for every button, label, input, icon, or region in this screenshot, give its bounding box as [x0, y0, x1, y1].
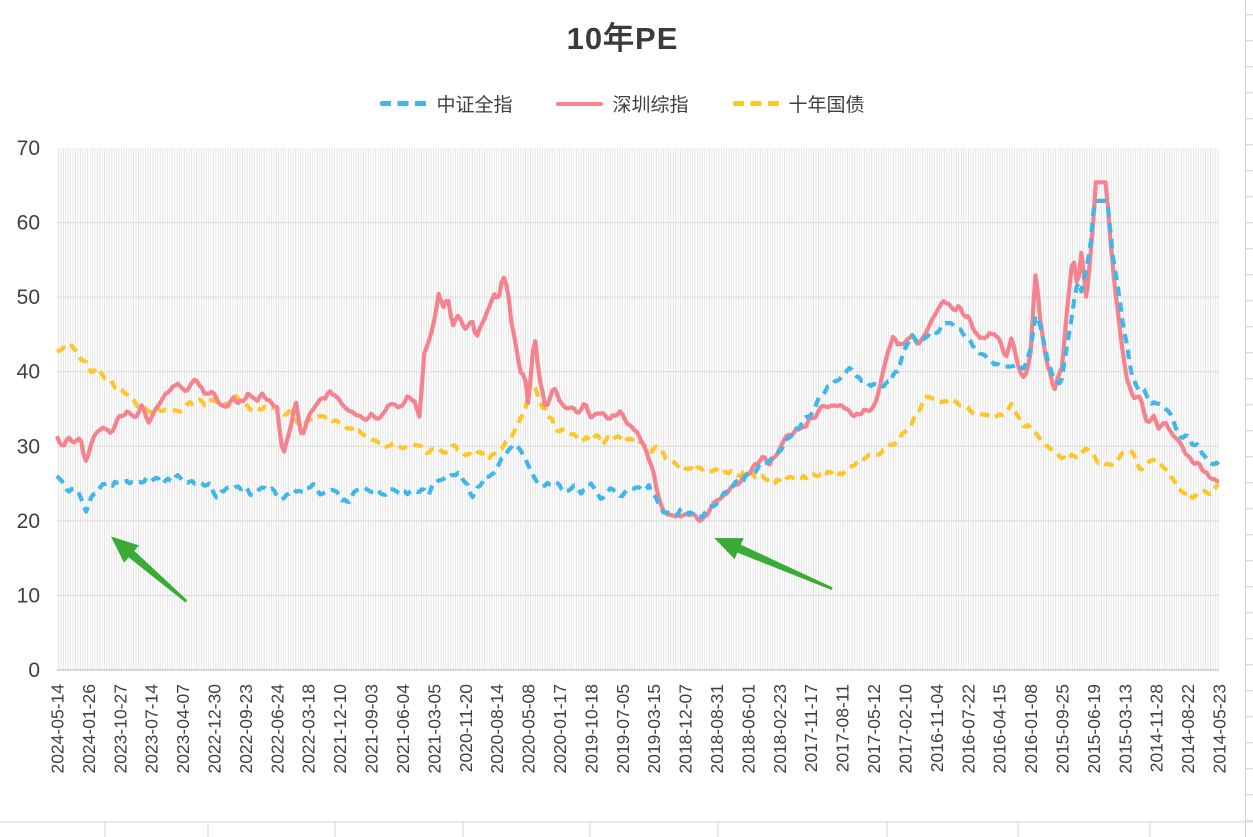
- svg-text:2017-05-12: 2017-05-12: [864, 684, 884, 774]
- svg-text:50: 50: [17, 286, 40, 309]
- svg-text:2019-07-05: 2019-07-05: [613, 684, 633, 774]
- svg-text:30: 30: [17, 435, 40, 458]
- svg-text:2018-02-23: 2018-02-23: [770, 684, 790, 774]
- plot-minor-gridlines: [57, 148, 1219, 670]
- svg-text:2021-06-04: 2021-06-04: [393, 684, 413, 774]
- chart-title: 10年PE: [566, 21, 679, 56]
- svg-text:10: 10: [17, 584, 40, 607]
- chart-legend: 中证全指 深圳综指 十年国债: [0, 90, 1245, 117]
- svg-text:70: 70: [17, 137, 40, 160]
- svg-text:2014-05-23: 2014-05-23: [1210, 684, 1230, 774]
- svg-text:2017-11-17: 2017-11-17: [801, 684, 821, 772]
- svg-text:2015-09-25: 2015-09-25: [1052, 684, 1072, 774]
- svg-text:2022-06-24: 2022-06-24: [267, 684, 287, 774]
- svg-text:2021-09-03: 2021-09-03: [362, 684, 382, 774]
- svg-text:2022-12-30: 2022-12-30: [205, 684, 225, 774]
- svg-text:2023-10-27: 2023-10-27: [110, 684, 130, 774]
- svg-text:2016-07-22: 2016-07-22: [958, 684, 978, 774]
- svg-text:40: 40: [17, 361, 40, 384]
- legend-line-sample-10y-treasury: [732, 101, 780, 106]
- svg-text:2024-05-14: 2024-05-14: [48, 684, 68, 774]
- svg-text:2014-08-22: 2014-08-22: [1178, 684, 1198, 774]
- svg-text:2018-12-07: 2018-12-07: [676, 684, 696, 774]
- svg-text:2015-03-13: 2015-03-13: [1115, 684, 1135, 774]
- legend-line-sample-csi-all: [380, 101, 428, 106]
- legend-label-10y-treasury: 十年国债: [788, 95, 865, 116]
- svg-text:2018-06-01: 2018-06-01: [738, 684, 758, 774]
- svg-text:2017-02-10: 2017-02-10: [895, 684, 915, 774]
- legend-label-csi-all: 中证全指: [436, 95, 513, 116]
- series-line-0: [55, 198, 1221, 520]
- legend-item-szse-composite: 深圳综指: [556, 90, 689, 117]
- legend-line-sample-szse-composite: [556, 101, 604, 106]
- legend-label-szse-composite: 深圳综指: [612, 95, 689, 116]
- svg-text:2019-10-18: 2019-10-18: [581, 684, 601, 774]
- svg-text:2021-03-05: 2021-03-05: [424, 684, 444, 774]
- x-axis-labels: 2024-05-14 2024-01-26 2023-10-27 2023-07-14…: [48, 684, 1230, 774]
- svg-text:2014-11-28: 2014-11-28: [1147, 684, 1167, 772]
- svg-text:2020-08-14: 2020-08-14: [487, 684, 507, 774]
- svg-text:2016-11-04: 2016-11-04: [927, 684, 947, 772]
- svg-text:2020-05-08: 2020-05-08: [519, 684, 539, 774]
- svg-text:2016-01-08: 2016-01-08: [1021, 684, 1041, 774]
- legend-item-10y-treasury: 十年国债: [732, 90, 865, 117]
- svg-text:2015-06-19: 2015-06-19: [1084, 684, 1104, 774]
- svg-text:2023-07-14: 2023-07-14: [142, 684, 162, 774]
- svg-text:2020-11-20: 2020-11-20: [456, 684, 476, 772]
- svg-text:2022-09-23: 2022-09-23: [236, 684, 256, 774]
- svg-text:2020-01-17: 2020-01-17: [550, 684, 570, 774]
- svg-text:2022-03-18: 2022-03-18: [299, 684, 319, 774]
- annotation-arrow-1: [111, 536, 188, 603]
- svg-text:0: 0: [28, 659, 40, 682]
- svg-text:2021-12-10: 2021-12-10: [330, 684, 350, 774]
- series-line-1: [55, 180, 1220, 524]
- svg-text:2023-04-07: 2023-04-07: [173, 684, 193, 774]
- svg-text:2024-01-26: 2024-01-26: [79, 684, 99, 774]
- svg-text:2019-03-15: 2019-03-15: [644, 684, 664, 774]
- horizontal-gridlines: [57, 222, 1219, 671]
- series-line-2: [56, 343, 1220, 500]
- svg-text:2017-08-11: 2017-08-11: [833, 684, 853, 772]
- svg-text:60: 60: [17, 212, 40, 235]
- y-axis-labels: 0 10 20 30 40 50 60 70: [17, 137, 40, 682]
- svg-text:2016-04-15: 2016-04-15: [990, 684, 1010, 774]
- legend-item-csi-all: 中证全指: [380, 90, 512, 117]
- svg-text:20: 20: [17, 510, 40, 533]
- annotation-arrow-2: [714, 538, 833, 590]
- svg-text:2018-08-31: 2018-08-31: [707, 684, 727, 774]
